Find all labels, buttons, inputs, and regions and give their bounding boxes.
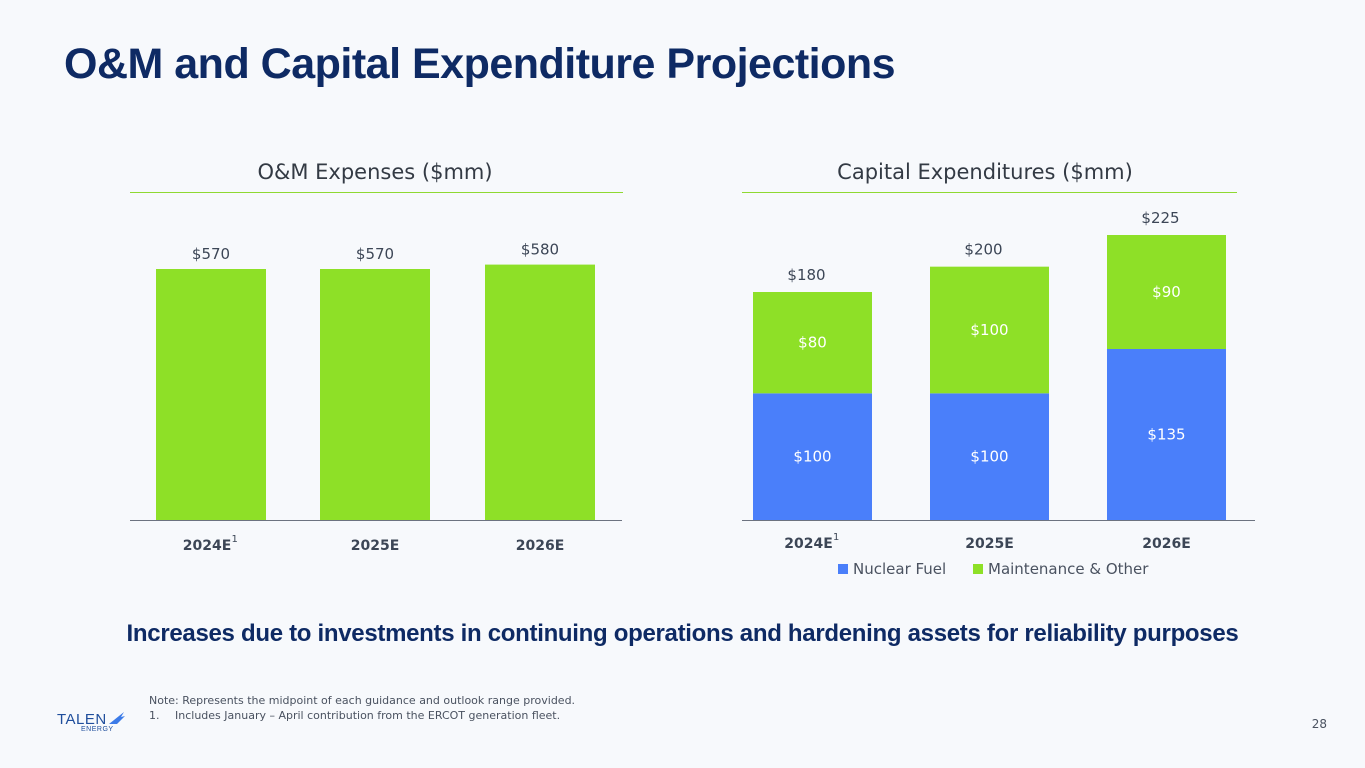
capex-segment-label-maintenance-2024E: $80 [798,334,827,352]
capex-bar-maintenance-2026E [1107,235,1226,349]
footnote-text: Includes January – April contribution fr… [175,709,561,722]
legend-swatch-maintenance [973,564,983,574]
om-value-label-2026E: $580 [521,241,559,259]
om-chart-title: O&M Expenses ($mm) [257,160,493,184]
capex-tick-label-2026E: 2026E [1142,536,1191,552]
logo-wing-icon [109,712,125,724]
capex-bar-maintenance-2025E [930,266,1049,394]
om-chart-title-rule [130,192,623,193]
page-number: 28 [1311,717,1327,731]
slide-title: O&M and Capital Expenditure Projections [64,40,896,88]
om-bar-2026E [485,264,595,520]
slide-headline: Increases due to investments in continui… [126,620,1239,647]
capex-tick-label-2025E: 2025E [965,536,1014,552]
logo-wordmark: TALEN [57,711,107,728]
capex-segment-label-nuclear-fuel-2026E: $135 [1147,426,1185,444]
capex-segment-label-maintenance-2025E: $100 [970,321,1008,339]
capex-total-label-2025E: $200 [964,241,1002,259]
legend-swatch-nuclear-fuel [838,564,848,574]
footnote-line: 1. Includes January – April contribution … [149,708,575,723]
talen-energy-logo: TALEN ENERGY [57,709,125,733]
capex-segment-label-maintenance-2026E: $90 [1152,283,1181,301]
capex-bar-nuclear-fuel-2025E [930,393,1049,520]
capex-tick-label-2024E: 2024E [784,536,833,552]
om-value-label-2024E: $570 [192,245,230,263]
capex-total-label-2026E: $225 [1141,209,1179,227]
legend-item-nuclear-fuel: Nuclear Fuel [838,560,946,578]
capex-bar-maintenance-2024E [753,292,872,394]
capex-segment-label-nuclear-fuel-2024E: $100 [793,448,831,466]
om-tick-label-2025E: 2025E [351,538,400,554]
capex-bar-nuclear-fuel-2026E [1107,349,1226,520]
note-line: Note: Represents the midpoint of each gu… [149,694,576,707]
legend-label-nuclear-fuel: Nuclear Fuel [853,560,947,578]
om-value-label-2025E: $570 [356,245,394,263]
legend-label-maintenance: Maintenance & Other [988,560,1149,578]
capex-total-label-2024E: $180 [787,266,825,284]
om-tick-label-2026E: 2026E [516,538,565,554]
capex-bar-nuclear-fuel-2024E [753,393,872,520]
footnote-number: 1. [149,709,160,722]
logo-subtext: ENERGY [81,726,114,733]
capex-chart-title-rule [742,192,1237,193]
om-tick-label-2024E-superscript: 1 [232,534,238,545]
om-bar-2025E [320,269,430,520]
capex-chart-title: Capital Expenditures ($mm) [837,160,1133,184]
capex-segment-label-nuclear-fuel-2025E: $100 [970,448,1008,466]
om-bar-2024E [156,269,266,520]
legend-item-maintenance: Maintenance & Other [973,560,1148,578]
capex-tick-label-2024E-superscript: 1 [833,532,839,543]
om-tick-label-2024E: 2024E [183,538,232,554]
capex-legend: Nuclear Fuel Maintenance & Other [838,560,1170,578]
footnotes: Note: Represents the midpoint of each gu… [149,693,575,723]
